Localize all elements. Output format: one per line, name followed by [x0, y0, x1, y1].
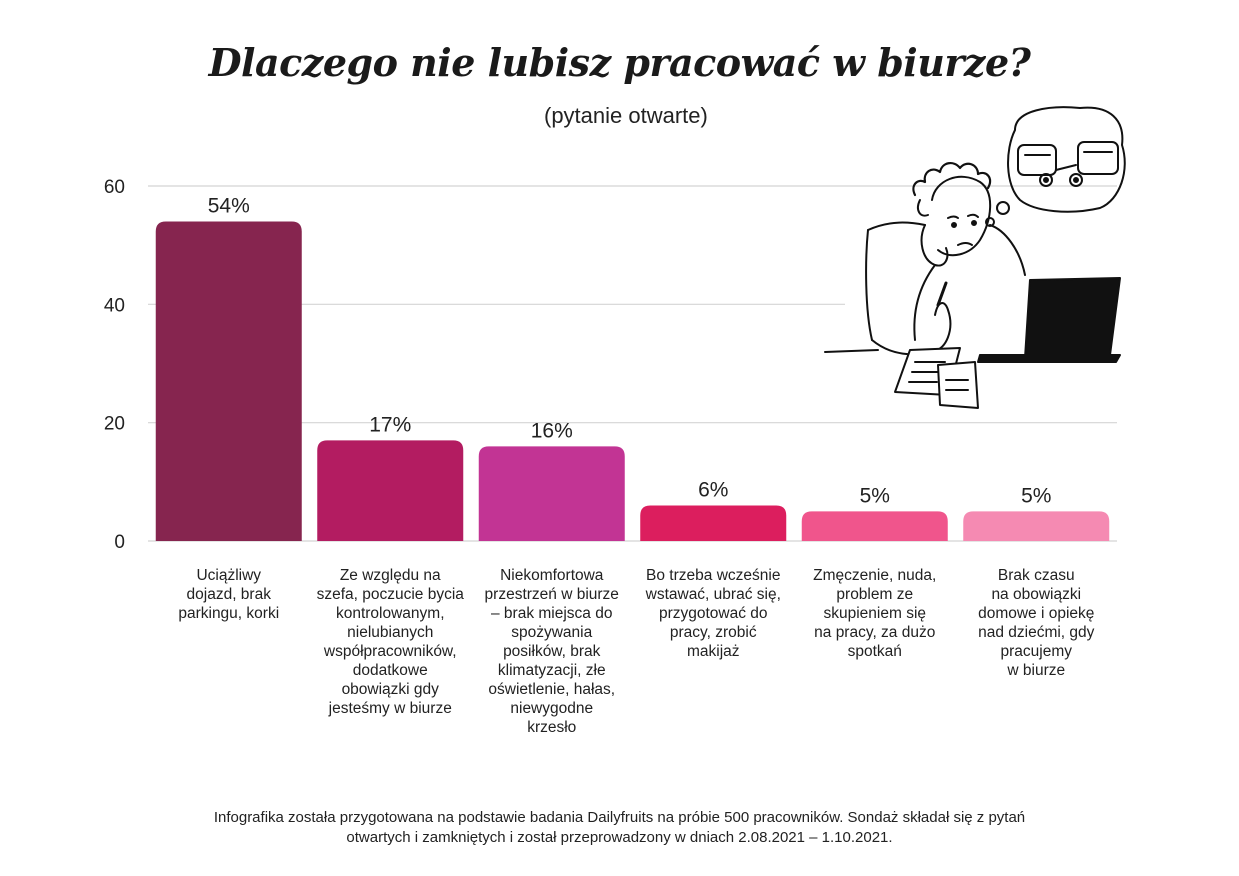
bar	[640, 505, 787, 541]
x-tick-label-line: wstawać, ubrać się,	[645, 586, 781, 603]
y-tick-label: 0	[114, 532, 125, 553]
data-label: 54%	[208, 195, 250, 218]
x-tick-label-line: spożywania	[511, 624, 593, 641]
x-tick-label-line: obowiązki gdy	[341, 681, 439, 698]
x-tick-label: Zmęczenie, nuda, problem ze skupieniem się…	[800, 566, 950, 661]
chart-subtitle: (pytanie otwarte)	[544, 103, 708, 128]
y-tick-label: 40	[104, 295, 125, 316]
x-tick-label: Ze względu na szefa, poczucie bycia kontro…	[315, 566, 465, 718]
x-tick-label: Niekomfortowa przestrzeń w biurze – brak m…	[477, 566, 627, 737]
x-tick-label-line: nielubianych	[347, 624, 434, 641]
x-tick-label-line: – brak miejsca do	[491, 605, 613, 622]
footnote-line-1: Infografika została przygotowana na pods…	[213, 809, 1026, 826]
bar	[801, 511, 948, 541]
x-tick-label-line: problem ze	[836, 586, 914, 603]
x-tick-label-line: spotkań	[847, 643, 902, 660]
x-tick-label-line: pracy, zrobić	[669, 624, 757, 641]
x-tick-label-line: kontrolowanym,	[335, 605, 445, 622]
x-tick-label-line: parkingu, korki	[178, 605, 280, 622]
x-tick-label-line: skupieniem się	[823, 605, 927, 622]
x-tick-label: Uciążliwy dojazd, brak parkingu, korki	[154, 566, 304, 623]
x-tick-label-line: Zmęczenie, nuda,	[813, 567, 937, 584]
bar	[317, 440, 464, 541]
x-tick-label-line: oświetlenie, hałas,	[488, 681, 616, 698]
chart-title: Dlaczego nie lubisz pracować w biurze?	[208, 40, 1031, 85]
x-tick-label-line: dodatkowe	[352, 662, 428, 679]
data-label: 16%	[531, 419, 573, 442]
x-tick-label-line: makijaż	[686, 643, 740, 660]
x-tick-label-line: domowe i opiekę	[978, 605, 1095, 622]
x-tick-label: Bo trzeba wcześnie wstawać, ubrać się, prz…	[638, 566, 788, 661]
y-tick-label: 20	[104, 414, 125, 435]
footnote-line-2: otwartych i zamkniętych i został przepro…	[346, 829, 893, 846]
x-tick-label-line: pracujemy	[1000, 643, 1073, 660]
x-tick-label-line: niewygodne	[510, 700, 594, 717]
bar	[155, 221, 302, 541]
footnote: Infografika została przygotowana na pods…	[0, 808, 1239, 848]
x-tick-label-line: w biurze	[1007, 662, 1066, 679]
x-tick-label-line: Bo trzeba wcześnie	[646, 567, 781, 584]
x-tick-label-line: Uciążliwy	[196, 567, 262, 584]
x-tick-label-line: przygotować do	[658, 605, 768, 622]
bar	[478, 446, 625, 541]
x-tick-label-line: na pracy, za dużo	[814, 624, 936, 641]
x-tick-label-line: na obowiązki	[991, 586, 1082, 603]
x-tick-label-line: klimatyzacji, złe	[497, 662, 606, 679]
x-tick-label-line: krzesło	[527, 719, 577, 736]
x-tick-label-line: szefa, poczucie bycia	[316, 586, 464, 603]
x-tick-label-line: Niekomfortowa	[500, 567, 604, 584]
x-tick-label-line: posiłków, brak	[503, 643, 601, 660]
person-at-laptop-thinking-of-traffic-icon	[824, 106, 1126, 409]
x-tick-label-line: Brak czasu	[997, 567, 1075, 584]
x-tick-label-line: Ze względu na	[339, 567, 441, 584]
x-tick-label-line: przestrzeń w biurze	[484, 586, 619, 603]
y-tick-label: 60	[104, 177, 125, 198]
data-label: 17%	[369, 413, 411, 436]
x-tick-label: Brak czasu na obowiązki domowe i opiekę nad…	[961, 566, 1111, 680]
x-tick-label-line: nad dziećmi, gdy	[978, 624, 1095, 641]
x-tick-label-line: dojazd, brak	[186, 586, 271, 603]
bar	[963, 511, 1110, 541]
data-label: 5%	[860, 484, 890, 507]
x-tick-label-line: jesteśmy w biurze	[328, 700, 452, 717]
data-label: 5%	[1021, 484, 1051, 507]
x-tick-label-line: współpracowników,	[323, 643, 457, 660]
bar-chart: 0 20 40 60 54% 17% 16% 6% 5% 5%	[104, 177, 1117, 553]
data-label: 6%	[698, 479, 728, 502]
